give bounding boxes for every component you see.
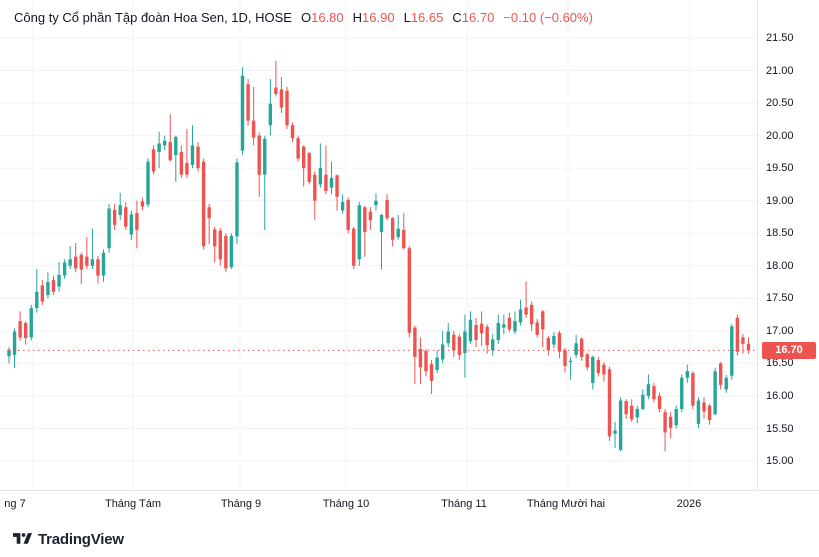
price-tick-label: 15.50 [766, 422, 794, 435]
time-tick-label[interactable]: Tháng Mười hai [526, 498, 606, 510]
open-value: 16.80 [311, 10, 344, 25]
tradingview-logo[interactable]: TradingView [13, 531, 124, 548]
price-tick-label: 19.00 [766, 194, 794, 207]
price-tick-label: 16.00 [766, 389, 794, 402]
close-label: C [452, 10, 462, 25]
last-price-badge: 16.70 [762, 341, 816, 359]
price-tick-label: 18.50 [766, 227, 794, 240]
time-tick-label[interactable]: Tháng 10 [322, 498, 370, 510]
time-tick-label[interactable]: Tháng 11 [441, 498, 487, 510]
high-value: 16.90 [362, 10, 395, 25]
low-value: 16.65 [410, 10, 444, 25]
close-value: 16.70 [461, 10, 495, 25]
time-tick-label[interactable]: Tháng 9 [220, 498, 262, 510]
price-tick-label: 16.50 [766, 357, 794, 370]
time-tick-label[interactable]: Tháng Tám [104, 498, 162, 510]
open-label: O [300, 10, 312, 25]
price-tick-label: 17.50 [766, 292, 794, 305]
symbol-title[interactable]: Công ty Cổ phần Tập đoàn Hoa Sen, 1D, HO… [14, 10, 292, 25]
price-tick-label: 18.00 [766, 259, 794, 272]
time-tick-label[interactable]: ng 7 [4, 498, 26, 510]
low-label: L [403, 10, 411, 25]
chart-legend: Công ty Cổ phần Tập đoàn Hoa Sen, 1D, HO… [14, 10, 593, 25]
price-tick-label: 20.00 [766, 129, 794, 142]
price-tick-label: 21.00 [766, 64, 794, 77]
price-tick-label: 17.00 [766, 324, 794, 337]
change-value: −0.10 (−0.60%) [503, 10, 593, 25]
price-tick-label: 21.50 [766, 32, 794, 44]
time-axis[interactable]: ng 7 Tháng Tám Tháng 9 Tháng 10 Tháng 11 Thán… [0, 490, 819, 521]
tradingview-logo-icon [13, 532, 32, 547]
price-tick-label: 15.00 [766, 455, 794, 467]
candlestick-chart[interactable] [0, 0, 757, 490]
price-axis[interactable]: 21.50 21.00 20.50 20.00 19.50 19.00 18.50 18.00… [757, 0, 819, 490]
price-tick-label: 19.50 [766, 162, 794, 175]
price-tick-label: 20.50 [766, 97, 794, 110]
high-label: H [352, 10, 363, 25]
time-tick-label[interactable]: 2026 [676, 498, 702, 510]
tradingview-logo-text: TradingView [38, 531, 124, 548]
